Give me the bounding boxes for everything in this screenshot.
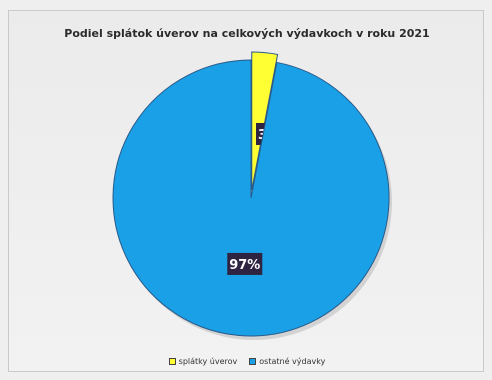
- legend-swatch: [249, 358, 257, 365]
- pie-slice-ostatne-vydavky: [112, 59, 390, 337]
- legend-swatch: [168, 358, 176, 365]
- chart-title: Podiel splátok úverov na celkových výdav…: [64, 27, 430, 40]
- pie-chart: 3%97%: [112, 51, 392, 340]
- legend-item-splatky-uverov: splátky úverov: [168, 357, 238, 366]
- legend-label: ostatné výdavky: [259, 357, 326, 366]
- legend-item-ostatne-vydavky: ostatné výdavky: [249, 357, 325, 366]
- legend-label: splátky úverov: [178, 357, 238, 366]
- data-label-box-ostatne-vydavky: [227, 252, 263, 275]
- chart-area: 3%97% Podiel splátok úverov na celkových…: [8, 10, 484, 372]
- chart-legend: splátky úverov ostatné výdavky: [9, 357, 485, 366]
- data-label-ostatne-vydavky: 97%: [229, 258, 260, 273]
- pie-slice-splatky-uverov: [251, 51, 279, 191]
